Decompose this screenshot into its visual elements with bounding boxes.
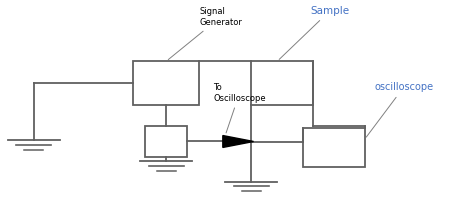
- Bar: [303, 128, 365, 167]
- Text: To
Oscilloscope: To Oscilloscope: [213, 83, 266, 133]
- Text: oscilloscope: oscilloscope: [366, 82, 433, 137]
- Bar: [145, 126, 187, 157]
- Polygon shape: [223, 136, 254, 147]
- Text: Sample: Sample: [279, 6, 349, 60]
- Bar: [133, 61, 199, 105]
- Bar: [251, 61, 313, 105]
- Text: Signal
Generator: Signal Generator: [168, 7, 242, 60]
